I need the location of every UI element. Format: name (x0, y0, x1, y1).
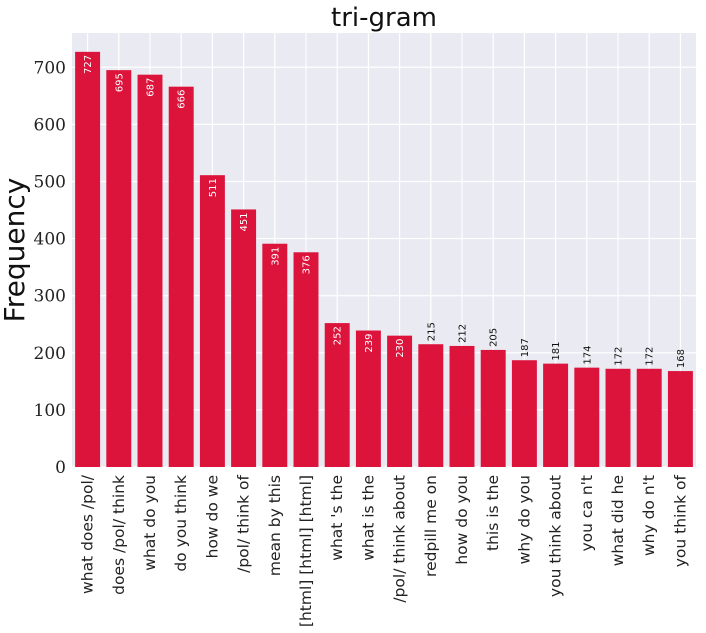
x-tick-label: what is the (359, 475, 377, 561)
bar (511, 360, 537, 467)
x-tick-label: /pol/ think about (391, 475, 409, 603)
x-tick-label: how do we (203, 475, 221, 558)
bar-value-label: 391 (270, 247, 281, 266)
x-axis-ticks: what does /pol/does /pol/ think what do y… (79, 474, 690, 627)
bar-value-label: 687 (146, 78, 157, 97)
y-tick-label: 500 (34, 172, 66, 192)
bar (199, 175, 225, 467)
bar-value-label: 172 (645, 347, 656, 366)
bar-value-label: 230 (395, 339, 406, 358)
bar-value-label: 239 (364, 334, 375, 353)
bar (574, 367, 600, 467)
bar (262, 243, 288, 467)
x-tick-label: what did he (609, 475, 627, 566)
x-tick-label: what 's the (328, 475, 346, 561)
y-tick-label: 300 (34, 287, 66, 307)
y-tick-label: 0 (55, 458, 66, 478)
x-tick-label: why do you (515, 475, 533, 564)
bar (324, 323, 350, 467)
bar (293, 252, 319, 467)
bar (355, 330, 381, 467)
bar (137, 74, 163, 468)
bar-value-label: 168 (676, 349, 687, 368)
bar (168, 86, 194, 467)
x-tick-label: you think of (671, 474, 689, 567)
plot-background (72, 33, 696, 467)
bar (605, 368, 631, 467)
x-tick-label: why do n't (640, 475, 658, 556)
bar-value-label: 376 (302, 255, 313, 274)
bar (636, 368, 662, 467)
x-tick-label: redpill me on (422, 475, 440, 577)
x-tick-label: what does /pol/ (79, 474, 97, 594)
bar-value-label: 451 (239, 212, 250, 231)
bar (449, 345, 475, 467)
bar-value-label: 252 (333, 326, 344, 345)
bar (231, 209, 257, 467)
bars (75, 51, 693, 468)
bar-value-label: 511 (208, 178, 219, 197)
x-tick-label: what do you (141, 475, 159, 571)
x-tick-label: /pol/ think of (235, 474, 253, 572)
x-tick-label: mean by this (266, 475, 284, 576)
bar (667, 371, 693, 467)
y-tick-label: 200 (34, 344, 66, 364)
bar (75, 51, 101, 468)
y-tick-label: 400 (34, 230, 66, 250)
y-tick-label: 100 (34, 401, 66, 421)
bar (106, 70, 132, 468)
chart-title: tri-gram (331, 3, 437, 33)
data-labels: 727 695 687 666 511 451 391 376 252 239 230 215 212 2… (83, 55, 687, 368)
x-tick-label: do you think (172, 475, 190, 572)
y-axis-label: Frequency (0, 178, 31, 323)
x-tick-label: this is the (484, 475, 502, 551)
bar-value-label: 215 (426, 322, 437, 341)
bar (418, 344, 444, 467)
bar-value-label: 727 (83, 55, 94, 74)
y-tick-label: 600 (34, 115, 66, 135)
bar (387, 335, 413, 467)
bar-value-label: 181 (551, 342, 562, 361)
bar-value-label: 172 (614, 347, 625, 366)
bar-value-label: 174 (582, 346, 593, 365)
x-tick-label: how do you (453, 475, 471, 565)
x-tick-label: does /pol/ think (110, 475, 128, 595)
x-tick-label: you think about (547, 475, 565, 597)
x-tick-label: you ca n't (578, 475, 596, 552)
bar (480, 349, 506, 467)
y-tick-label: 700 (34, 58, 66, 78)
bar-value-label: 666 (177, 90, 188, 109)
bar-value-label: 695 (114, 73, 125, 92)
bar-value-label: 187 (520, 338, 531, 357)
y-axis-ticks: 0 100 200 300 400 500 600 700 (34, 58, 66, 478)
bar (543, 363, 569, 467)
x-tick-label: [html] [html] [html] (297, 475, 315, 627)
bar-value-label: 205 (489, 328, 500, 347)
bar-value-label: 212 (458, 324, 469, 343)
